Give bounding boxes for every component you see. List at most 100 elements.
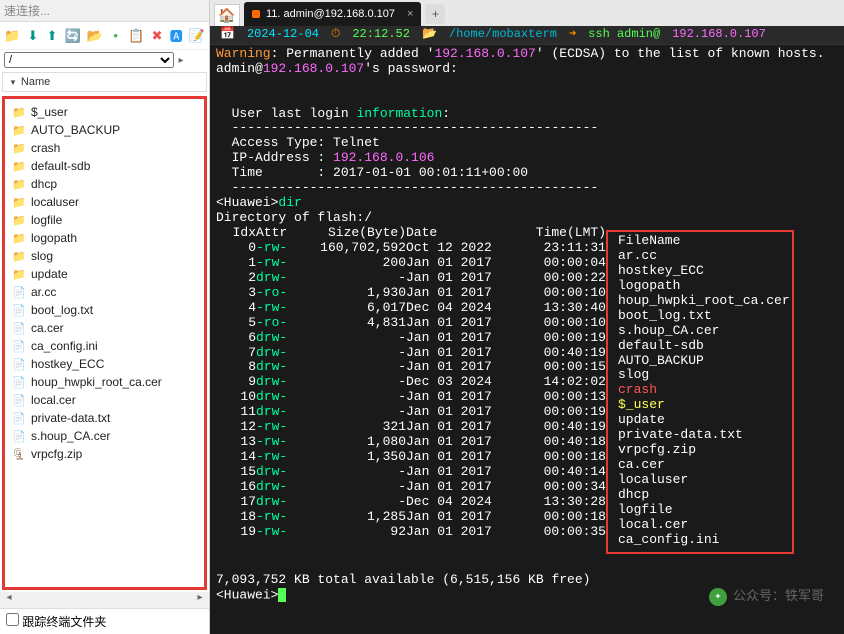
toolbar-btn-8[interactable]: 🅰 bbox=[170, 27, 183, 45]
zip-icon: 🗜 bbox=[11, 447, 27, 461]
tree-item[interactable]: 📄 hostkey_ECC bbox=[9, 355, 200, 373]
folder-icon: 📁 bbox=[11, 267, 27, 281]
file-icon: 📄 bbox=[11, 303, 27, 317]
tree-item-label: AUTO_BACKUP bbox=[31, 123, 120, 137]
tree-item[interactable]: 📄 ca.cer bbox=[9, 319, 200, 337]
status-bar: 📅 2024-12-04 ⏱ 22:12.52 📂 /home/mobaxter… bbox=[210, 26, 844, 45]
terminal[interactable]: 📅 2024-12-04 ⏱ 22:12.52 📂 /home/mobaxter… bbox=[210, 26, 844, 634]
folder-icon: 📁 bbox=[11, 249, 27, 263]
toolbar-btn-5[interactable]: • bbox=[109, 27, 122, 45]
toolbar-btn-0[interactable]: 📁 bbox=[4, 27, 20, 45]
tree-item-label: local.cer bbox=[31, 393, 76, 407]
toolbar-btn-4[interactable]: 📂 bbox=[87, 27, 103, 45]
tree-item[interactable]: 📁 AUTO_BACKUP bbox=[9, 121, 200, 139]
h-scroll[interactable]: ◂▸ bbox=[0, 592, 209, 608]
name-header[interactable]: ▼ Name bbox=[2, 72, 207, 92]
follow-row: 跟踪终端文件夹 bbox=[0, 608, 209, 634]
status-time: 22:12.52 bbox=[348, 28, 414, 42]
folder-icon: 📁 bbox=[11, 123, 27, 137]
tree-item[interactable]: 📁 update bbox=[9, 265, 200, 283]
cursor bbox=[278, 588, 286, 602]
file-tree[interactable]: 📁$_user📁AUTO_BACKUP📁crash📁default-sdb📁dh… bbox=[2, 96, 207, 590]
tree-item[interactable]: 📁crash bbox=[9, 139, 200, 157]
toolbar-btn-7[interactable]: ✖ bbox=[150, 27, 163, 45]
tree-item[interactable]: 📄 s.houp_CA.cer bbox=[9, 427, 200, 445]
tree-item[interactable]: 📁 $_user bbox=[9, 103, 200, 121]
tab-icon bbox=[252, 10, 260, 18]
toolbar-btn-3[interactable]: 🔄 bbox=[65, 27, 81, 45]
folder-icon: 📁 bbox=[11, 159, 27, 173]
toolbar-btn-6[interactable]: 📋 bbox=[128, 27, 144, 45]
tree-item[interactable]: 📄 boot_log.txt bbox=[9, 301, 200, 319]
tree-item[interactable]: 📁 default-sdb bbox=[9, 157, 200, 175]
file-icon: 📄 bbox=[11, 357, 27, 371]
tree-item-label: boot_log.txt bbox=[31, 303, 93, 317]
active-tab[interactable]: 11. admin@192.168.0.107 × bbox=[244, 2, 421, 26]
tree-item[interactable]: 📁slog bbox=[9, 247, 200, 265]
watermark: ✦ 公众号：铁军哥 bbox=[709, 588, 824, 606]
file-icon: 📄 bbox=[11, 393, 27, 407]
tree-item[interactable]: 📄ar.cc bbox=[9, 283, 200, 301]
tree-item-label: hostkey_ECC bbox=[31, 357, 104, 371]
tree-item[interactable]: 📄 houp_hwpki_root_ca.cer bbox=[9, 373, 200, 391]
quick-connect[interactable]: 速连接... bbox=[0, 0, 209, 22]
folder-icon: 📁 bbox=[11, 177, 27, 191]
status-path: /home/mobaxterm bbox=[445, 28, 561, 42]
tree-item-label: default-sdb bbox=[31, 159, 90, 173]
status-ip: 192.168.0.107 bbox=[668, 28, 770, 42]
tree-item-label: localuser bbox=[31, 195, 79, 209]
terminal-body: Warning: Permanently added '192.168.0.10… bbox=[210, 45, 844, 605]
app-root: 速连接... 📁 ⬇ ⬆ 🔄 📂 • 📋 ✖ 🅰 📝 /▸ ▼ Name 📁 $_user 📁 AUTO… bbox=[0, 0, 844, 634]
tree-item[interactable]: 📄 private-data.txt bbox=[9, 409, 200, 427]
file-icon: 📄 bbox=[11, 411, 27, 425]
dir-listing: Idx AttrSize(Byte) DateTime(LMT)0 -rw-16… bbox=[216, 226, 838, 558]
folder-icon: 📂 bbox=[418, 28, 441, 42]
folder-icon: 📁 bbox=[11, 141, 27, 155]
tree-item-label: s.houp_CA.cer bbox=[31, 429, 110, 443]
tree-item-label: update bbox=[31, 267, 68, 281]
tree-item-label: $_user bbox=[31, 105, 68, 119]
path-select[interactable]: / bbox=[4, 52, 174, 68]
folder-icon: 📁 bbox=[11, 195, 27, 209]
toolbar-btn-2[interactable]: ⬆ bbox=[45, 27, 58, 45]
tree-item[interactable]: 📁 localuser bbox=[9, 193, 200, 211]
wechat-icon: ✦ bbox=[709, 588, 727, 606]
sort-icon: ▼ bbox=[9, 78, 17, 87]
add-tab[interactable]: + bbox=[425, 4, 445, 24]
tree-item-label: ar.cc bbox=[31, 285, 56, 299]
toolbar-btn-9[interactable]: 📝 bbox=[189, 27, 205, 45]
tree-item-label: ca.cer bbox=[31, 321, 64, 335]
path-row: /▸ bbox=[0, 50, 209, 70]
close-icon[interactable]: × bbox=[407, 8, 413, 20]
tree-item-label: logopath bbox=[31, 231, 77, 245]
home-tab[interactable]: 🏠 bbox=[214, 4, 240, 26]
tab-bar: 🏠 11. admin@192.168.0.107 × + bbox=[210, 0, 844, 26]
tree-item-label: houp_hwpki_root_ca.cer bbox=[31, 375, 162, 389]
status-date: 2024-12-04 bbox=[243, 28, 323, 42]
tree-item[interactable]: 📄 ca_config.ini bbox=[9, 337, 200, 355]
file-icon: 📄 bbox=[11, 321, 27, 335]
tree-item[interactable]: 📄 local.cer bbox=[9, 391, 200, 409]
follow-checkbox[interactable]: 跟踪终端文件夹 bbox=[6, 615, 106, 629]
file-icon: 📄 bbox=[11, 429, 27, 443]
status-ssh: ssh admin@ bbox=[584, 28, 664, 42]
folder-icon: 📁 bbox=[11, 105, 27, 119]
file-icon: 📄 bbox=[11, 339, 27, 353]
tree-item[interactable]: 📁 logfile bbox=[9, 211, 200, 229]
folder-icon: 📁 bbox=[11, 231, 27, 245]
scroll-right-icon[interactable]: ▸ bbox=[174, 55, 188, 66]
filename-box: FileNamear.cchostkey_ECClogopathhoup_hwp… bbox=[606, 230, 794, 554]
tree-item[interactable]: 📁dhcp bbox=[9, 175, 200, 193]
tab-title: 11. admin@192.168.0.107 bbox=[266, 8, 395, 20]
tree-item-label: private-data.txt bbox=[31, 411, 110, 425]
tree-item[interactable]: 🗜vrpcfg.zip bbox=[9, 445, 200, 463]
name-header-label: Name bbox=[21, 76, 50, 88]
folder-icon: 📁 bbox=[11, 213, 27, 227]
calendar-icon: 📅 bbox=[216, 28, 239, 42]
tree-item-label: ca_config.ini bbox=[31, 339, 98, 353]
tree-item-label: logfile bbox=[31, 213, 62, 227]
terminal-panel: 🏠 11. admin@192.168.0.107 × + 📅 2024-12-… bbox=[210, 0, 844, 634]
toolbar-btn-1[interactable]: ⬇ bbox=[26, 27, 39, 45]
tree-item[interactable]: 📁 logopath bbox=[9, 229, 200, 247]
file-icon: 📄 bbox=[11, 375, 27, 389]
